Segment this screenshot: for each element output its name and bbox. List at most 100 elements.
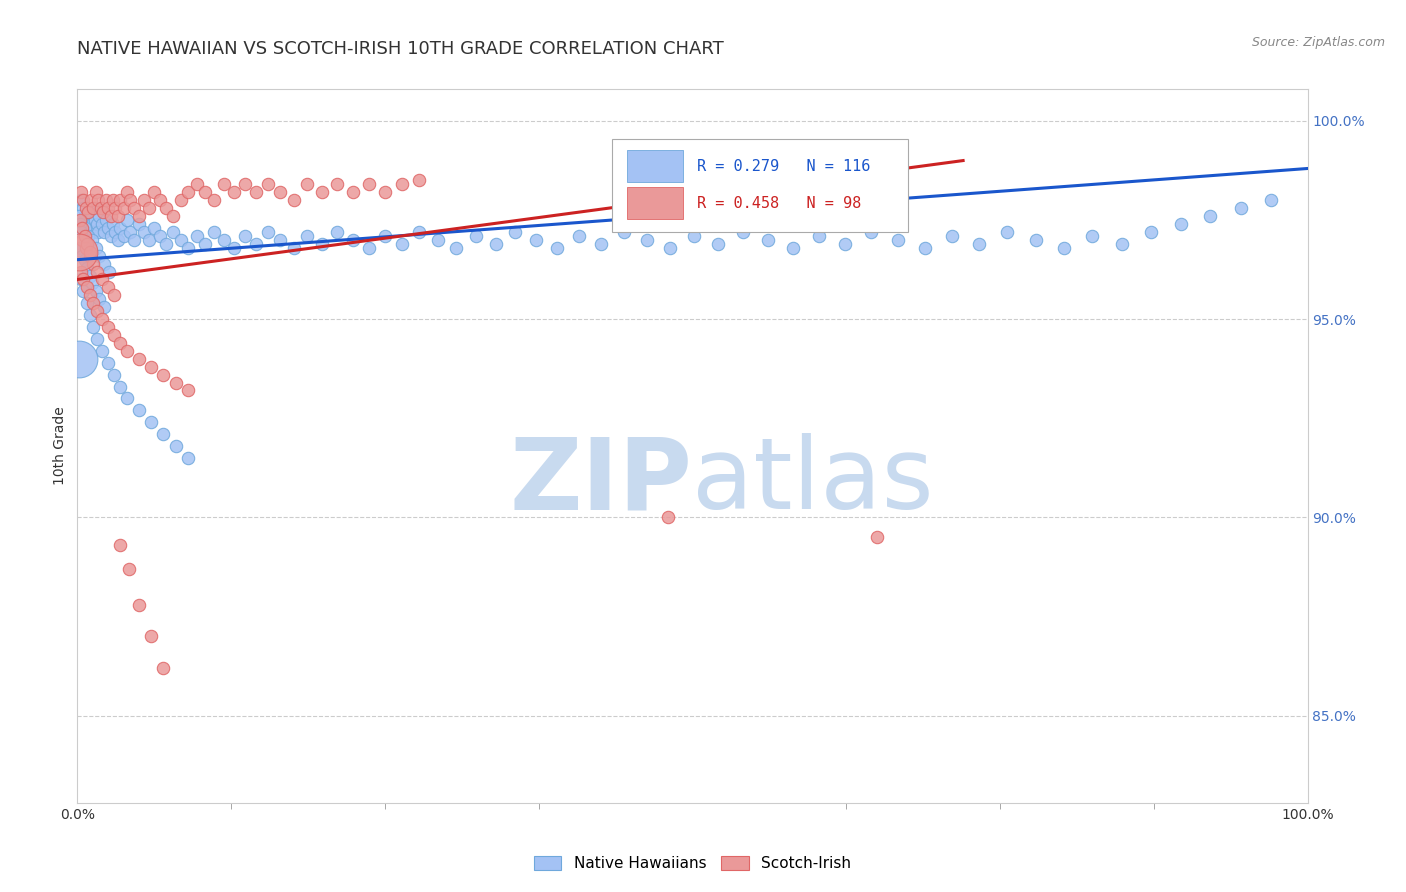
Point bbox=[177, 384, 200, 398]
Point bbox=[110, 193, 132, 207]
Point bbox=[67, 209, 90, 223]
Point bbox=[149, 228, 172, 243]
Point bbox=[100, 209, 122, 223]
Point bbox=[72, 285, 94, 299]
Point bbox=[162, 225, 184, 239]
Point bbox=[83, 213, 105, 227]
Point bbox=[138, 233, 160, 247]
Point bbox=[89, 209, 111, 223]
Point bbox=[82, 201, 104, 215]
Point bbox=[89, 249, 111, 263]
Point bbox=[70, 272, 93, 286]
Point bbox=[132, 225, 155, 239]
Point bbox=[90, 272, 114, 286]
Point bbox=[82, 225, 104, 239]
Point bbox=[142, 221, 165, 235]
Point bbox=[186, 228, 208, 243]
Legend: Native Hawaiians, Scotch-Irish: Native Hawaiians, Scotch-Irish bbox=[527, 850, 858, 877]
Point bbox=[257, 225, 280, 239]
Point bbox=[80, 209, 103, 223]
Point bbox=[87, 193, 110, 207]
Point bbox=[887, 233, 910, 247]
Point bbox=[546, 241, 568, 255]
Point bbox=[70, 213, 93, 227]
Point bbox=[152, 427, 174, 442]
Point bbox=[90, 217, 114, 231]
Point bbox=[73, 252, 96, 267]
Point bbox=[86, 332, 108, 346]
Point bbox=[70, 249, 93, 263]
Point bbox=[70, 264, 93, 278]
Point bbox=[115, 186, 138, 200]
Point bbox=[165, 439, 187, 453]
Point bbox=[82, 233, 104, 247]
Point bbox=[115, 213, 138, 227]
Point bbox=[357, 178, 380, 192]
Point bbox=[79, 268, 101, 283]
Point bbox=[97, 201, 120, 215]
Point bbox=[128, 351, 150, 366]
Point bbox=[77, 205, 100, 219]
Point bbox=[408, 225, 430, 239]
Point bbox=[91, 205, 114, 219]
Point bbox=[75, 209, 97, 223]
Point bbox=[257, 178, 280, 192]
Point bbox=[110, 379, 132, 393]
Point bbox=[967, 236, 990, 251]
Point bbox=[72, 193, 94, 207]
Point bbox=[94, 213, 117, 227]
FancyBboxPatch shape bbox=[613, 139, 908, 232]
Text: NATIVE HAWAIIAN VS SCOTCH-IRISH 10TH GRADE CORRELATION CHART: NATIVE HAWAIIAN VS SCOTCH-IRISH 10TH GRA… bbox=[77, 40, 724, 58]
Point bbox=[73, 217, 96, 231]
Point bbox=[568, 228, 591, 243]
Point bbox=[84, 201, 107, 215]
Point bbox=[79, 244, 101, 259]
Point bbox=[311, 186, 333, 200]
Point bbox=[155, 236, 177, 251]
Point bbox=[186, 178, 208, 192]
Point bbox=[82, 296, 104, 310]
Point bbox=[110, 221, 132, 235]
Point bbox=[426, 233, 449, 247]
Point bbox=[446, 241, 468, 255]
Point bbox=[72, 201, 94, 215]
Point bbox=[104, 225, 127, 239]
Point bbox=[997, 225, 1019, 239]
Point bbox=[86, 264, 108, 278]
Point bbox=[118, 562, 141, 576]
Point bbox=[110, 538, 132, 552]
Point bbox=[70, 221, 93, 235]
Point bbox=[70, 213, 93, 227]
Text: ZIP: ZIP bbox=[509, 434, 693, 530]
Point bbox=[141, 359, 163, 374]
Point bbox=[76, 280, 98, 294]
Point bbox=[84, 285, 107, 299]
Point bbox=[591, 236, 613, 251]
Point bbox=[914, 241, 936, 255]
Point bbox=[233, 178, 256, 192]
Point bbox=[70, 193, 93, 207]
Point bbox=[505, 225, 527, 239]
Point bbox=[142, 186, 165, 200]
Point bbox=[76, 236, 98, 251]
Point bbox=[76, 225, 98, 239]
Point bbox=[100, 228, 122, 243]
Point bbox=[112, 228, 135, 243]
Point bbox=[1081, 228, 1104, 243]
Point bbox=[75, 241, 97, 255]
Point bbox=[82, 257, 104, 271]
Point bbox=[1170, 217, 1192, 231]
Point bbox=[80, 193, 103, 207]
Point bbox=[152, 661, 174, 675]
Point bbox=[107, 233, 129, 247]
Point bbox=[101, 217, 124, 231]
Point bbox=[70, 225, 93, 239]
Y-axis label: 10th Grade: 10th Grade bbox=[53, 407, 67, 485]
FancyBboxPatch shape bbox=[627, 150, 683, 182]
Point bbox=[311, 236, 333, 251]
Point bbox=[222, 241, 245, 255]
Point bbox=[93, 257, 115, 271]
Point bbox=[70, 233, 93, 247]
Point bbox=[67, 244, 90, 259]
Point bbox=[97, 320, 120, 334]
